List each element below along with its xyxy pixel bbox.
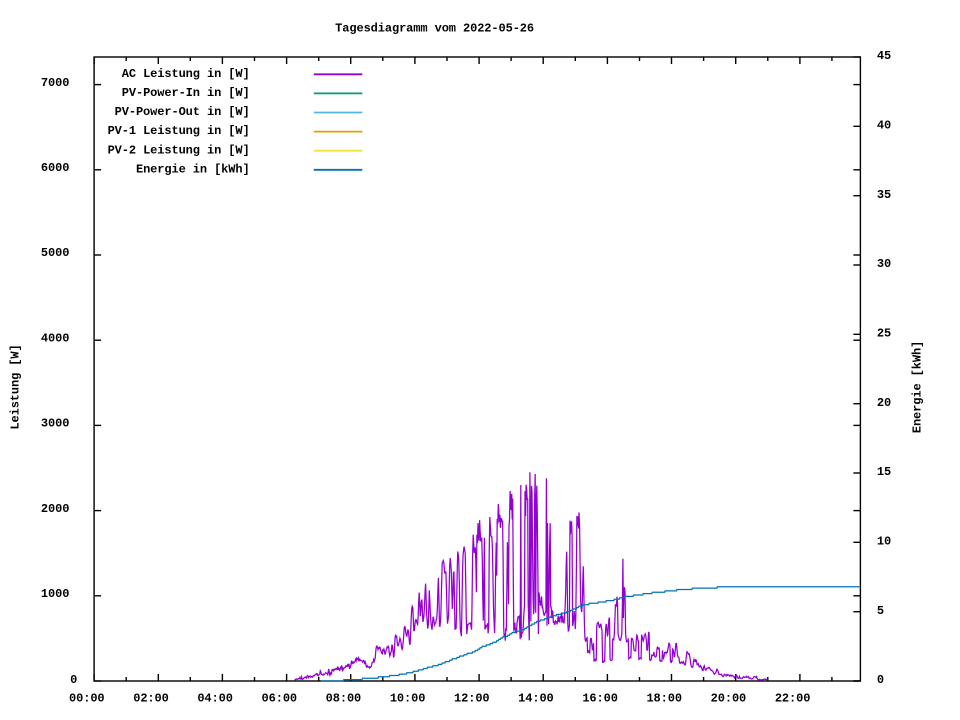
svg-text:16:00: 16:00 [582,692,618,706]
svg-text:Energie [kWh]: Energie [kWh] [911,341,925,433]
svg-text:7000: 7000 [41,76,69,90]
svg-text:5: 5 [877,604,884,618]
svg-text:02:00: 02:00 [133,692,169,706]
svg-text:PV-2 Leistung in [W]: PV-2 Leistung in [W] [108,143,250,157]
svg-text:2000: 2000 [41,502,69,516]
svg-text:18:00: 18:00 [646,692,682,706]
svg-text:AC Leistung in [W]: AC Leistung in [W] [122,67,250,81]
svg-text:PV-1 Leistung in [W]: PV-1 Leistung in [W] [108,124,250,138]
svg-text:10:00: 10:00 [390,692,426,706]
svg-text:PV-Power-In in [W]: PV-Power-In in [W] [122,86,250,100]
svg-text:45: 45 [877,49,891,63]
svg-text:4000: 4000 [41,331,69,345]
svg-text:12:00: 12:00 [454,692,490,706]
svg-text:22:00: 22:00 [775,692,811,706]
svg-text:25: 25 [877,326,891,340]
svg-text:00:00: 00:00 [69,692,105,706]
svg-text:14:00: 14:00 [518,692,554,706]
svg-text:08:00: 08:00 [326,692,362,706]
svg-text:20: 20 [877,396,891,410]
svg-text:1000: 1000 [41,587,69,601]
svg-text:40: 40 [877,118,891,132]
svg-text:35: 35 [877,188,891,202]
svg-text:10: 10 [877,534,891,548]
svg-text:04:00: 04:00 [197,692,233,706]
svg-text:06:00: 06:00 [262,692,298,706]
svg-text:30: 30 [877,257,891,271]
svg-text:0: 0 [877,673,884,687]
svg-text:20:00: 20:00 [711,692,747,706]
svg-text:Tagesdiagramm vom 2022-05-26: Tagesdiagramm vom 2022-05-26 [335,21,534,35]
svg-text:Leistung [W]: Leistung [W] [9,344,23,429]
svg-text:3000: 3000 [41,417,69,431]
svg-text:PV-Power-Out in [W]: PV-Power-Out in [W] [115,105,250,119]
svg-text:0: 0 [70,673,77,687]
svg-text:Energie in [kWh]: Energie in [kWh] [136,162,250,176]
svg-text:5000: 5000 [41,246,69,260]
svg-text:6000: 6000 [41,161,69,175]
svg-text:15: 15 [877,465,891,479]
